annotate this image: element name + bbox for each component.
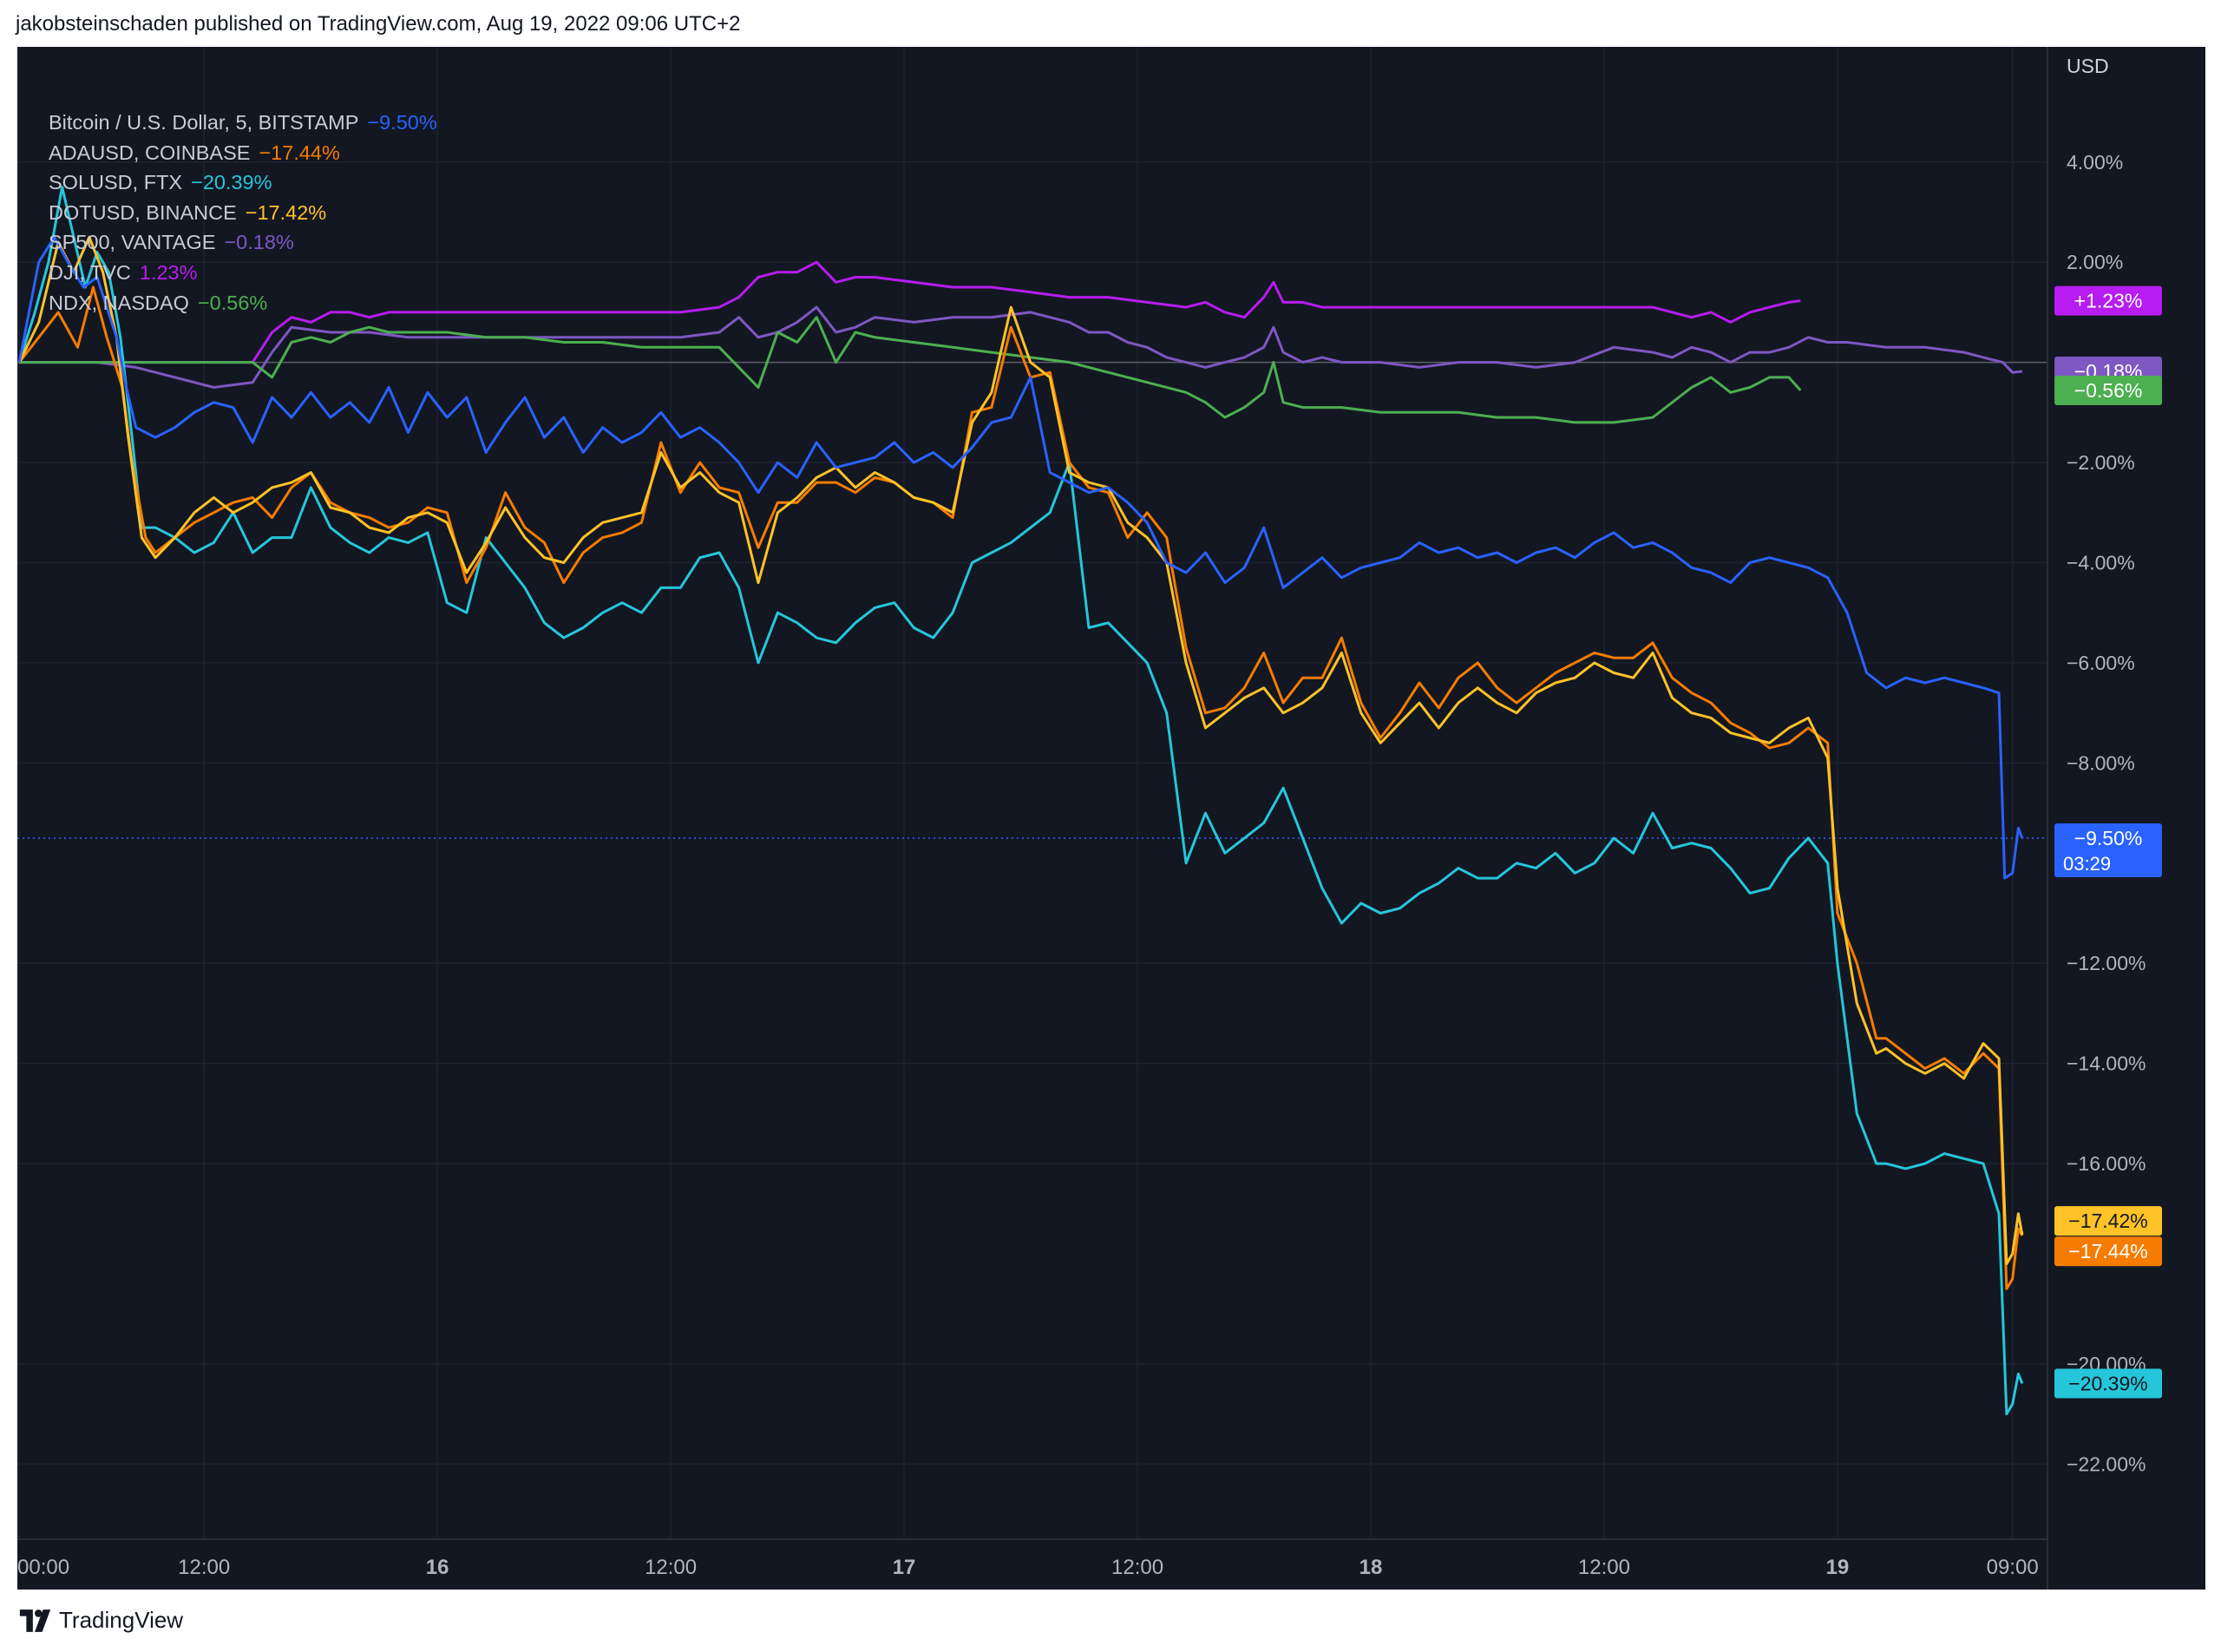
x-tick-label: 12:00 [1111, 1556, 1163, 1579]
y-tick-label: −12.00% [2067, 952, 2146, 974]
legend-series-name: ADAUSD, COINBASE [49, 141, 251, 164]
price-scale-unit: USD [2067, 55, 2109, 77]
chart-canvas[interactable]: 4.00% 2.00% −2.00% −4.00% −6.00% −8.00% −12.00… [17, 47, 2205, 1590]
x-tick-label: 00:00 [17, 1556, 69, 1579]
price-badge [2054, 1206, 2162, 1236]
countdown-label: 03:29 [2063, 853, 2111, 875]
legend-row[interactable]: SP500, VANTAGE −0.18% [49, 227, 437, 258]
price-badge-label: −17.44% [2068, 1240, 2147, 1262]
legend-row[interactable]: NDX, NASDAQ −0.56% [49, 288, 437, 318]
chart-container[interactable]: 4.00% 2.00% −2.00% −4.00% −6.00% −8.00% −12.00… [17, 47, 2205, 1590]
price-badge-label: −9.50% [2074, 827, 2143, 849]
price-badge [2054, 285, 2162, 316]
publish-info: jakobsteinschaden published on TradingVi… [16, 12, 741, 36]
series-line-1[interactable] [18, 285, 2024, 1290]
x-tick-label: 12:00 [645, 1556, 697, 1579]
y-tick-label: 2.00% [2067, 251, 2123, 273]
y-tick-label: −14.00% [2067, 1052, 2146, 1075]
legend-series-change: −9.50% [367, 111, 437, 134]
legend-series-change: −17.42% [245, 200, 327, 224]
series-legend: Bitcoin / U.S. Dollar, 5, BITSTAMP −9.50%… [49, 108, 437, 318]
x-tick-label: 18 [1359, 1556, 1383, 1579]
series-line-3[interactable] [17, 235, 2024, 1266]
legend-row[interactable]: ADAUSD, COINBASE −17.44% [49, 138, 437, 168]
price-badge [2054, 823, 2162, 877]
y-tick-label: −4.00% [2067, 551, 2135, 574]
legend-series-name: DJI, TVC [49, 260, 131, 284]
price-badge-label: −17.42% [2068, 1210, 2147, 1232]
x-tick-label: 12:00 [1578, 1556, 1630, 1579]
tradingview-logo-icon[interactable] [17, 1608, 52, 1634]
legend-series-change: −20.39% [191, 171, 272, 194]
y-tick-label: −6.00% [2067, 652, 2135, 674]
x-tick-label: 12:00 [178, 1556, 230, 1579]
x-tick-label: 19 [1826, 1556, 1850, 1579]
price-badge [2054, 1236, 2162, 1267]
y-tick-label: 4.00% [2067, 151, 2123, 174]
price-badge [2054, 1368, 2162, 1399]
price-badge-label: −0.56% [2074, 379, 2143, 402]
chart-background [17, 47, 2205, 1590]
legend-series-name: NDX, NASDAQ [49, 291, 189, 314]
series-line-4[interactable] [19, 305, 2023, 389]
legend-row[interactable]: SOLUSD, FTX −20.39% [49, 167, 437, 198]
series-line-6[interactable] [19, 316, 1802, 424]
legend-series-change: −0.56% [197, 291, 268, 314]
price-badge-label: +1.23% [2074, 290, 2143, 312]
x-tick-label: 16 [426, 1556, 449, 1579]
legend-row[interactable]: DJI, TVC 1.23% [49, 258, 437, 288]
legend-series-name: DOTUSD, BINANCE [49, 200, 237, 224]
legend-series-change: −17.44% [259, 141, 340, 164]
legend-series-name: SP500, VANTAGE [49, 231, 216, 254]
legend-series-change: −0.18% [224, 231, 294, 254]
legend-series-name: SOLUSD, FTX [49, 171, 183, 194]
legend-series-change: 1.23% [139, 260, 198, 284]
price-badge-label: −20.39% [2068, 1372, 2147, 1394]
series-line-0[interactable] [17, 235, 2024, 880]
series-line-2[interactable] [17, 186, 2024, 1416]
y-tick-label: −22.00% [2067, 1452, 2146, 1475]
y-tick-label: −2.00% [2067, 451, 2135, 474]
legend-series-name: Bitcoin / U.S. Dollar, 5, BITSTAMP [49, 111, 359, 134]
y-tick-label: −8.00% [2067, 751, 2135, 774]
legend-row[interactable]: Bitcoin / U.S. Dollar, 5, BITSTAMP −9.50% [49, 108, 437, 138]
footer: TradingView [17, 1607, 183, 1634]
x-tick-label: 17 [893, 1556, 916, 1579]
series-line-5[interactable] [19, 260, 1801, 364]
footer-brand: TradingView [59, 1607, 184, 1633]
legend-row[interactable]: DOTUSD, BINANCE −17.42% [49, 198, 437, 228]
price-badge [2054, 375, 2162, 405]
x-tick-label: 09:00 [1987, 1556, 2039, 1579]
y-tick-label: −16.00% [2067, 1152, 2146, 1175]
